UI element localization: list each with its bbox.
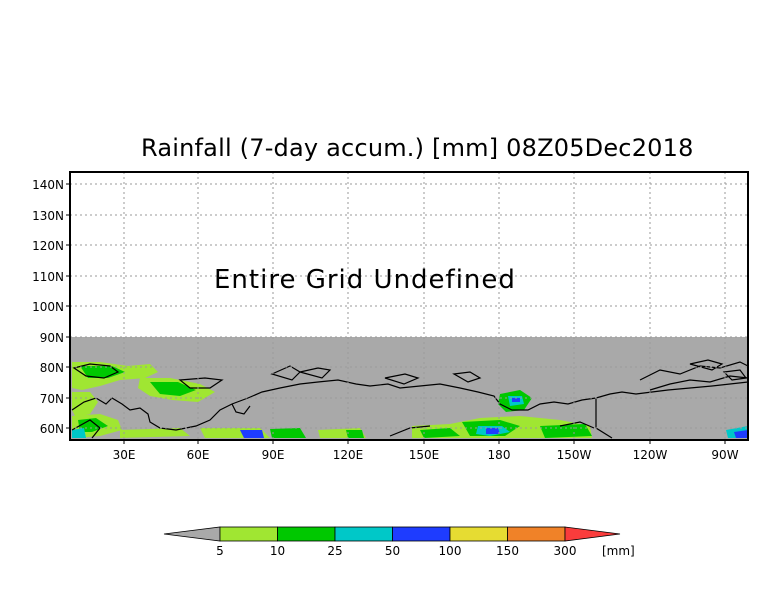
lon-tick-label: 60E (187, 448, 210, 462)
colorbar-label: 150 (496, 544, 519, 558)
lat-tick-label: 80N (40, 361, 64, 375)
colorbar-swatch (507, 526, 566, 542)
lon-tick-label: 30E (113, 448, 136, 462)
latitude-axis: 140N 130N 120N 110N 100N 90N 80N 70N 60N (32, 178, 70, 436)
colorbar-unit: [mm] (602, 544, 635, 558)
lon-tick-label: 180 (488, 448, 511, 462)
colorbar-swatch (334, 526, 393, 542)
lat-tick-label: 130N (32, 209, 64, 223)
lon-tick-label: 150W (557, 448, 592, 462)
colorbar-lower-triangle (163, 526, 221, 542)
colorbar-label: 25 (327, 544, 342, 558)
colorbar-swatch (392, 526, 451, 542)
lat-tick-label: 120N (32, 239, 64, 253)
colorbar-upper-triangle (564, 526, 621, 542)
colorbar-label: 100 (439, 544, 462, 558)
longitude-axis: 30E 60E 90E 120E 150E 180 150W 120W 90W (113, 440, 739, 462)
colorbar-label: 50 (385, 544, 400, 558)
lon-tick-label: 150E (409, 448, 440, 462)
lon-tick-label: 90W (711, 448, 738, 462)
lon-tick-label: 120E (333, 448, 364, 462)
lat-tick-label: 70N (40, 392, 64, 406)
map-title-text: Rainfall (7-day accum.) [mm] 08Z05Dec201… (141, 134, 694, 162)
lon-tick-label: 120W (633, 448, 668, 462)
lat-tick-label: 60N (40, 422, 64, 436)
lat-tick-label: 110N (32, 270, 64, 284)
undefined-grid-message: Entire Grid Undefined (214, 265, 516, 295)
colorbar-label: 5 (216, 544, 224, 558)
colorbar-swatch (277, 526, 336, 542)
colorbar: 5 10 25 50 100 150 300 [mm] (163, 526, 635, 558)
colorbar-label: 300 (554, 544, 577, 558)
graticule (70, 172, 748, 440)
map-plot-area: Entire Grid Undefined (69, 171, 749, 441)
lat-tick-label: 100N (32, 300, 64, 314)
lat-tick-label: 140N (32, 178, 64, 192)
lat-tick-label: 90N (40, 331, 64, 345)
lon-tick-label: 90E (262, 448, 285, 462)
colorbar-swatch (219, 526, 278, 542)
colorbar-swatch (449, 526, 508, 542)
colorbar-label: 10 (270, 544, 285, 558)
